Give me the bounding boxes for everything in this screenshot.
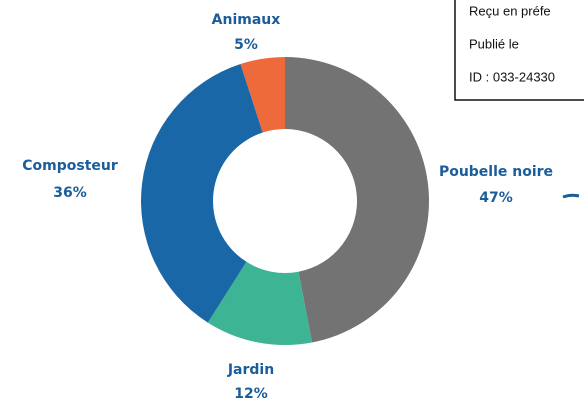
wedge [207,261,312,345]
category-label: Poubelle noire [439,164,553,180]
stamp-box [454,0,584,101]
value-label: 47% [479,190,513,206]
stamp-line: Reçu en préfe [469,3,551,18]
value-label: 12% [234,386,268,401]
stamp-line: ID : 033-24330 [469,69,555,84]
wedge [285,57,430,343]
wedge [240,57,285,133]
value-label: 36% [53,185,87,201]
category-label: Jardin [227,362,274,378]
category-label: Animaux [212,12,281,28]
value-label: 5% [234,37,258,53]
category-label: Composteur [22,158,118,174]
wedge [141,64,263,323]
stamp-line: Publié le [469,36,519,51]
decoration [562,193,580,199]
